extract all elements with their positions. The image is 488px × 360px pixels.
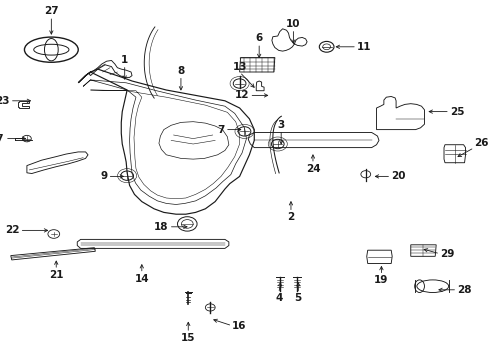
Text: 16: 16 bbox=[232, 321, 246, 331]
Text: 23: 23 bbox=[0, 96, 10, 106]
Text: 4: 4 bbox=[274, 293, 282, 303]
Text: 28: 28 bbox=[456, 285, 471, 295]
Text: 26: 26 bbox=[473, 138, 488, 148]
Text: 14: 14 bbox=[134, 274, 149, 284]
Text: 12: 12 bbox=[234, 90, 249, 100]
Text: 5: 5 bbox=[294, 293, 301, 303]
Text: 20: 20 bbox=[390, 171, 405, 181]
Text: 7: 7 bbox=[217, 125, 224, 135]
Text: 21: 21 bbox=[49, 270, 63, 280]
Text: 9: 9 bbox=[100, 171, 107, 181]
Text: 25: 25 bbox=[449, 107, 464, 117]
Text: 15: 15 bbox=[181, 333, 195, 343]
Text: 22: 22 bbox=[5, 225, 20, 235]
Text: 11: 11 bbox=[356, 42, 371, 52]
Text: 24: 24 bbox=[305, 164, 320, 174]
Text: 1: 1 bbox=[121, 55, 128, 65]
Text: 17: 17 bbox=[0, 134, 5, 144]
Text: 27: 27 bbox=[44, 6, 59, 16]
Text: 29: 29 bbox=[439, 249, 453, 259]
Text: 3: 3 bbox=[277, 120, 284, 130]
Text: 2: 2 bbox=[287, 212, 294, 222]
Text: 10: 10 bbox=[285, 19, 300, 29]
Text: 8: 8 bbox=[177, 66, 184, 76]
Text: 18: 18 bbox=[154, 222, 168, 232]
Text: 6: 6 bbox=[255, 33, 262, 43]
Text: 13: 13 bbox=[232, 62, 246, 72]
Text: 19: 19 bbox=[373, 275, 388, 285]
